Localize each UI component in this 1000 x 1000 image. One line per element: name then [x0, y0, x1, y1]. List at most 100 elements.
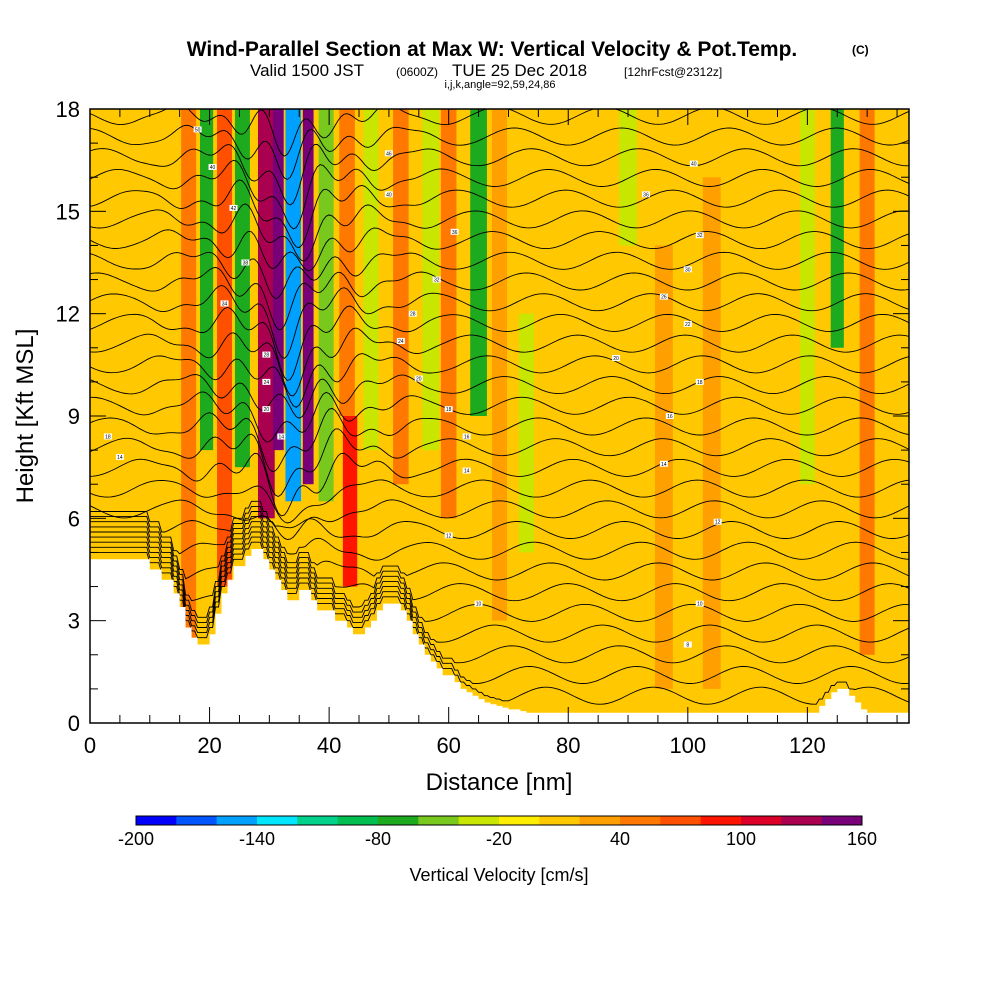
theta-label-bg — [277, 433, 286, 440]
colorbar-swatch — [216, 816, 258, 825]
theta-label-bg — [241, 259, 250, 266]
theta-label-bg — [474, 600, 483, 607]
theta-label-bg — [659, 460, 668, 467]
theta-contour-line — [90, 452, 909, 517]
x-tick-label: 80 — [556, 733, 580, 758]
velocity-column — [654, 245, 673, 689]
colorbar-swatch — [176, 816, 218, 825]
x-tick-label: 40 — [317, 733, 341, 758]
theta-contour-line — [90, 536, 909, 684]
theta-contour-line — [90, 124, 909, 181]
theta-label-bg — [432, 276, 441, 283]
velocity-column — [619, 109, 637, 246]
colorbar-swatch — [136, 816, 177, 825]
colorbar-swatch — [499, 816, 540, 825]
theta-contour-line — [90, 143, 909, 206]
theta-label: 30 — [685, 267, 691, 273]
theta-contour-line — [90, 407, 909, 473]
colorbar-frame — [135, 815, 863, 826]
theta-label: 40 — [386, 192, 392, 198]
theta-label-bg — [208, 163, 217, 170]
colorbar-tick-label: -80 — [365, 829, 391, 849]
theta-contour-line — [90, 500, 909, 540]
colorbar-swatch — [539, 816, 581, 825]
theta-contour-line — [90, 109, 909, 157]
y-tick-label: 6 — [68, 506, 80, 531]
theta-label-bg — [220, 300, 229, 307]
velocity-column — [492, 109, 507, 621]
velocity-column — [342, 416, 358, 587]
theta-label-bg — [193, 126, 202, 133]
theta-label-bg — [683, 266, 692, 273]
theta-label: 22 — [685, 322, 691, 328]
theta-label: 18 — [697, 380, 703, 386]
theta-label: 14 — [279, 434, 285, 440]
indices-label: i,j,k,angle=92,59,24,86 — [444, 79, 555, 91]
velocity-column — [199, 109, 214, 451]
colorbar-swatch — [337, 816, 379, 825]
y-tick-label: 9 — [68, 404, 80, 429]
x-tick-label: 20 — [197, 733, 221, 758]
theta-label: 14 — [661, 462, 667, 468]
theta-label: 8 — [686, 643, 689, 649]
chart-title: Wind-Parallel Section at Max W: Vertical… — [187, 38, 798, 61]
valid-date: TUE 25 Dec 2018 — [452, 61, 587, 80]
theta-contour-labels: 14 18 50 40 42 38 34 28 24 20 14 46 40 36 32 28 24 20 18 16… — [103, 126, 722, 649]
theta-contour-line — [90, 374, 909, 419]
theta-contour-line — [90, 531, 909, 664]
theta-label-bg — [665, 413, 674, 419]
theta-label: 42 — [231, 206, 237, 212]
velocity-column — [422, 109, 440, 451]
theta-contour-line — [90, 203, 909, 262]
colorbar-swatch — [579, 816, 621, 825]
x-tick-label: 120 — [789, 733, 826, 758]
theta-label-bg — [103, 433, 112, 440]
velocity-column — [272, 109, 284, 451]
theta-label-bg — [683, 320, 692, 327]
theta-label: 20 — [416, 376, 422, 382]
theta-contour-line — [90, 327, 909, 397]
colorbar-swatch — [741, 816, 782, 825]
valid-prefix: Valid 1500 JST — [250, 61, 364, 80]
theta-label: 12 — [446, 533, 452, 539]
valid-utc: (0600Z) — [396, 65, 438, 79]
velocity-column — [234, 109, 250, 468]
colorbar-tick-label: 40 — [610, 829, 630, 849]
theta-label-bg — [695, 232, 704, 239]
theta-label: 28 — [264, 353, 270, 359]
velocity-column — [440, 109, 457, 519]
velocity-column — [859, 109, 875, 655]
theta-contour-line — [90, 521, 909, 622]
theta-label: 16 — [667, 414, 673, 420]
colorbar-swatch — [700, 816, 742, 825]
theta-label-bg — [462, 467, 471, 474]
theta-label-bg — [450, 228, 459, 235]
y-tick-label: 0 — [68, 711, 80, 736]
theta-label: 40 — [691, 162, 697, 168]
colorbar-swatch — [378, 816, 419, 825]
colorbar-tick-label: 100 — [726, 829, 756, 849]
colorbar-tick-label: 160 — [847, 829, 877, 849]
theta-contour-line — [90, 251, 909, 299]
y-tick-label: 15 — [56, 199, 80, 224]
theta-label: 40 — [210, 165, 216, 171]
theta-label: 14 — [464, 469, 470, 475]
colorbar-swatch — [620, 816, 661, 825]
theta-contour-line — [90, 159, 909, 230]
colorbar-swatch — [418, 816, 460, 825]
theta-label-bg — [396, 337, 405, 344]
colorbar-swatch — [257, 816, 298, 825]
theta-contours — [90, 109, 909, 705]
theta-label: 26 — [661, 295, 667, 301]
theta-contour-line — [90, 285, 909, 359]
theta-label: 10 — [476, 602, 482, 608]
theta-label-bg — [462, 433, 471, 440]
theta-contour-line — [90, 305, 909, 382]
theta-contour-line — [90, 511, 909, 581]
theta-label: 20 — [264, 407, 270, 413]
colorbar-swatch — [821, 816, 863, 825]
velocity-column — [799, 109, 815, 485]
velocity-field — [181, 109, 875, 689]
